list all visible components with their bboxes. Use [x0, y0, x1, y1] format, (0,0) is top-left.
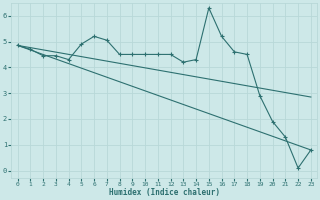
X-axis label: Humidex (Indice chaleur): Humidex (Indice chaleur): [109, 188, 220, 197]
